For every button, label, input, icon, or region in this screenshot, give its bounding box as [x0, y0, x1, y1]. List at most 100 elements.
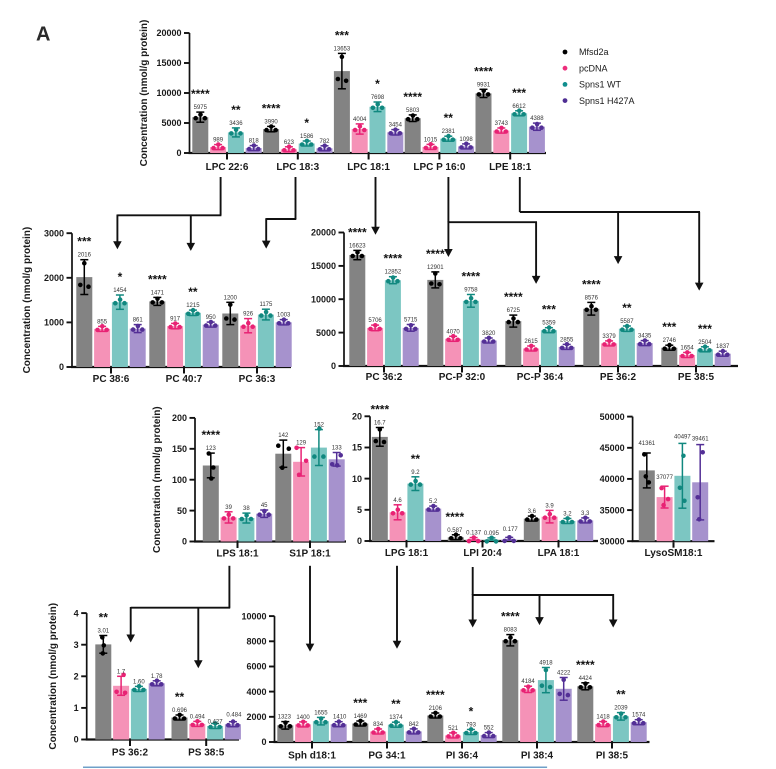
svg-text:****: ****: [501, 610, 520, 624]
svg-text:6000: 6000: [246, 662, 266, 672]
svg-text:***: ***: [542, 303, 556, 317]
svg-text:PI 38:4: PI 38:4: [521, 751, 554, 762]
svg-text:***: ***: [662, 320, 676, 334]
svg-text:1003: 1003: [277, 313, 291, 319]
svg-text:8000: 8000: [246, 637, 266, 647]
svg-text:793: 793: [466, 723, 477, 729]
svg-text:39: 39: [225, 505, 232, 511]
svg-text:3379: 3379: [602, 334, 616, 340]
svg-text:1.78: 1.78: [151, 674, 163, 680]
svg-text:3990: 3990: [264, 119, 278, 125]
svg-text:152: 152: [314, 423, 325, 429]
svg-text:****: ****: [576, 658, 595, 672]
svg-text:1323: 1323: [278, 715, 292, 721]
svg-text:**: **: [175, 690, 185, 704]
svg-text:1469: 1469: [354, 714, 368, 720]
svg-text:5706: 5706: [368, 318, 382, 324]
svg-text:50000: 50000: [600, 412, 625, 422]
svg-text:3743: 3743: [495, 121, 509, 127]
svg-text:4918: 4918: [539, 661, 553, 667]
svg-text:4.6: 4.6: [393, 498, 402, 504]
svg-text:Mfsd2a: Mfsd2a: [579, 47, 609, 57]
svg-text:4388: 4388: [530, 116, 544, 122]
svg-text:**: **: [411, 452, 421, 466]
svg-text:2106: 2106: [429, 706, 443, 712]
svg-text:1098: 1098: [459, 137, 473, 143]
svg-text:3.01: 3.01: [97, 629, 109, 635]
svg-text:LPC 18:3: LPC 18:3: [276, 162, 319, 173]
svg-text:10000: 10000: [156, 88, 181, 98]
svg-text:S1P 18:1: S1P 18:1: [289, 549, 331, 560]
svg-text:2615: 2615: [524, 339, 538, 345]
svg-text:5359: 5359: [542, 321, 556, 327]
svg-text:6612: 6612: [512, 104, 526, 110]
svg-text:*: *: [469, 705, 474, 719]
svg-text:pcDNA: pcDNA: [579, 63, 608, 73]
svg-text:834: 834: [373, 722, 384, 728]
svg-text:PS 38:5: PS 38:5: [188, 748, 225, 759]
svg-text:2000: 2000: [44, 273, 64, 283]
svg-text:1200: 1200: [224, 295, 238, 301]
svg-text:****: ****: [426, 688, 445, 702]
svg-text:16623: 16623: [349, 243, 366, 249]
svg-text:PC-P 32:0: PC-P 32:0: [439, 372, 486, 383]
svg-text:PI 38:5: PI 38:5: [596, 751, 629, 762]
svg-text:****: ****: [148, 272, 167, 286]
svg-text:*: *: [118, 270, 123, 284]
svg-text:35000: 35000: [600, 505, 625, 515]
svg-text:1454: 1454: [113, 288, 127, 294]
svg-text:1000: 1000: [44, 318, 64, 328]
svg-text:0.696: 0.696: [172, 708, 188, 714]
svg-text:8083: 8083: [504, 628, 518, 634]
svg-text:552: 552: [484, 726, 495, 732]
svg-text:PC 36:3: PC 36:3: [239, 374, 276, 385]
svg-text:10000: 10000: [241, 611, 266, 621]
svg-text:0: 0: [74, 735, 79, 745]
svg-text:3820: 3820: [482, 331, 496, 337]
svg-text:LysoSM18:1: LysoSM18:1: [645, 548, 703, 559]
svg-text:LPS 18:1: LPS 18:1: [216, 549, 259, 560]
svg-text:0.095: 0.095: [484, 531, 500, 537]
svg-text:150: 150: [172, 444, 187, 454]
svg-text:0.177: 0.177: [503, 527, 519, 533]
svg-text:20000: 20000: [311, 228, 336, 238]
svg-text:PC 38:6: PC 38:6: [93, 374, 130, 385]
svg-text:PC-P 36:4: PC-P 36:4: [517, 372, 564, 383]
svg-text:1418: 1418: [596, 715, 610, 721]
svg-text:2504: 2504: [698, 340, 712, 346]
svg-text:***: ***: [353, 696, 367, 710]
svg-text:9931: 9931: [477, 82, 491, 88]
svg-text:917: 917: [170, 316, 181, 322]
svg-text:****: ****: [462, 270, 481, 284]
svg-text:4424: 4424: [579, 676, 593, 682]
svg-text:8576: 8576: [585, 295, 599, 301]
svg-text:****: ****: [445, 510, 464, 524]
svg-text:*: *: [304, 116, 309, 130]
svg-text:****: ****: [403, 90, 422, 104]
svg-text:3.3: 3.3: [581, 511, 590, 517]
svg-text:926: 926: [243, 312, 254, 318]
svg-text:PG 34:1: PG 34:1: [368, 751, 406, 762]
svg-text:9758: 9758: [464, 288, 478, 294]
svg-text:LPA 18:1: LPA 18:1: [538, 548, 580, 559]
svg-text:15000: 15000: [311, 261, 336, 271]
svg-text:Concentration (nmol/g protein): Concentration (nmol/g protein): [22, 227, 33, 374]
svg-text:7698: 7698: [371, 95, 385, 101]
svg-text:**: **: [188, 285, 198, 299]
svg-text:**: **: [622, 301, 632, 315]
svg-text:142: 142: [278, 433, 289, 439]
svg-text:****: ****: [504, 290, 523, 304]
svg-text:****: ****: [201, 428, 220, 442]
svg-text:PE 38:5: PE 38:5: [678, 372, 715, 383]
svg-text:***: ***: [335, 28, 349, 42]
svg-text:LPI 20:4: LPI 20:4: [463, 548, 502, 559]
svg-text:**: **: [391, 697, 401, 711]
svg-text:Concentration (nmol/g protein): Concentration (nmol/g protein): [48, 603, 59, 750]
svg-text:PE 36:2: PE 36:2: [600, 372, 637, 383]
svg-text:818: 818: [249, 139, 260, 145]
svg-text:5.2: 5.2: [429, 499, 438, 505]
svg-text:Spns1 H427A: Spns1 H427A: [579, 96, 635, 106]
svg-text:861: 861: [133, 318, 144, 324]
svg-text:521: 521: [448, 726, 459, 732]
svg-text:20: 20: [352, 412, 362, 422]
